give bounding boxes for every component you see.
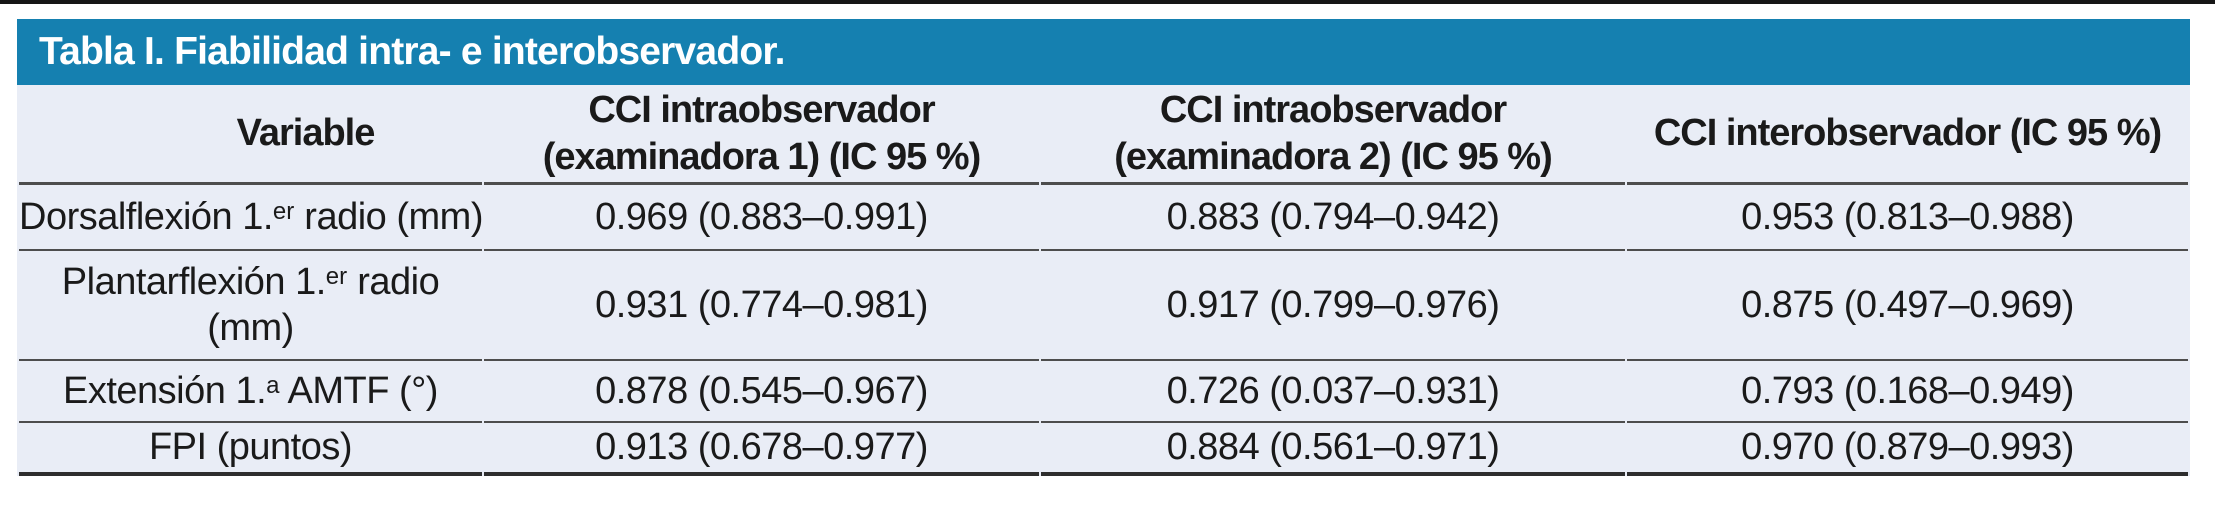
top-rule (0, 0, 2215, 4)
cell-cci-intra-2: 0.917 (0.799–0.976) (1041, 251, 1625, 361)
header-line: (examinadora 1) (IC 95 %) (542, 135, 981, 178)
cell-variable: FPI (puntos) (19, 423, 482, 476)
variable-text: Plantarflexión 1.er radio (61, 260, 440, 303)
cell-cci-intra-2: 0.884 (0.561–0.971) (1041, 423, 1625, 476)
cell-cci-intra-2: 0.883 (0.794–0.942) (1041, 185, 1625, 251)
ordinal-superscript: a (266, 371, 280, 399)
cell-cci-inter: 0.970 (0.879–0.993) (1627, 423, 2188, 476)
header-cci-intraobservador-2: CCI intraobservador (examinadora 2) (IC … (1041, 85, 1625, 185)
variable-text-line2: (mm) (207, 307, 294, 349)
cell-cci-inter: 0.875 (0.497–0.969) (1627, 251, 2188, 361)
cell-cci-inter: 0.793 (0.168–0.949) (1627, 361, 2188, 423)
cell-variable: Dorsalflexión 1.er radio (mm) (19, 185, 483, 251)
table-row: Plantarflexión 1.er radio (mm) 0.931 (0.… (19, 251, 2188, 361)
variable-text: FPI (puntos) (148, 426, 353, 469)
cell-cci-intra-1: 0.913 (0.678–0.977) (484, 423, 1039, 476)
ordinal-superscript: er (325, 262, 348, 290)
header-variable: Variable (19, 85, 482, 185)
table-row: Extensión 1.a AMTF (°) 0.878 (0.545–0.96… (19, 361, 2188, 423)
cell-variable: Plantarflexión 1.er radio (mm) (19, 251, 482, 361)
variable-text: Dorsalflexión 1.er radio (mm) (19, 195, 483, 238)
header-line: (examinadora 2) (IC 95 %) (1114, 135, 1552, 178)
ordinal-superscript: er (272, 197, 295, 225)
variable-text: Extensión 1.a AMTF (°) (63, 369, 438, 412)
header-line: CCI intraobservador (588, 89, 935, 132)
table-figure: Tabla I. Fiabilidad intra- e interobserv… (17, 19, 2190, 476)
table-row: FPI (puntos) 0.913 (0.678–0.977) 0.884 (… (19, 423, 2188, 476)
header-line: CCI intraobservador (1159, 89, 1507, 132)
table-title-bar: Tabla I. Fiabilidad intra- e interobserv… (17, 19, 2190, 85)
table-title: Tabla I. Fiabilidad intra- e interobserv… (39, 30, 785, 73)
cell-cci-intra-1: 0.931 (0.774–0.981) (484, 251, 1039, 361)
reliability-table: Variable CCI intraobservador (examinador… (17, 85, 2190, 476)
header-cci-intraobservador-1: CCI intraobservador (examinadora 1) (IC … (484, 85, 1039, 185)
cell-cci-intra-1: 0.878 (0.545–0.967) (484, 361, 1039, 423)
cell-cci-inter: 0.953 (0.813–0.988) (1627, 185, 2188, 251)
cell-cci-intra-1: 0.969 (0.883–0.991) (484, 185, 1039, 251)
cell-variable: Extensión 1.a AMTF (°) (19, 361, 482, 423)
table-row: Dorsalflexión 1.er radio (mm) 0.969 (0.8… (19, 185, 2188, 251)
cell-cci-intra-2: 0.726 (0.037–0.931) (1041, 361, 1625, 423)
header-row: Variable CCI intraobservador (examinador… (19, 85, 2188, 185)
header-cci-interobservador: CCI interobservador (IC 95 %) (1627, 85, 2188, 185)
